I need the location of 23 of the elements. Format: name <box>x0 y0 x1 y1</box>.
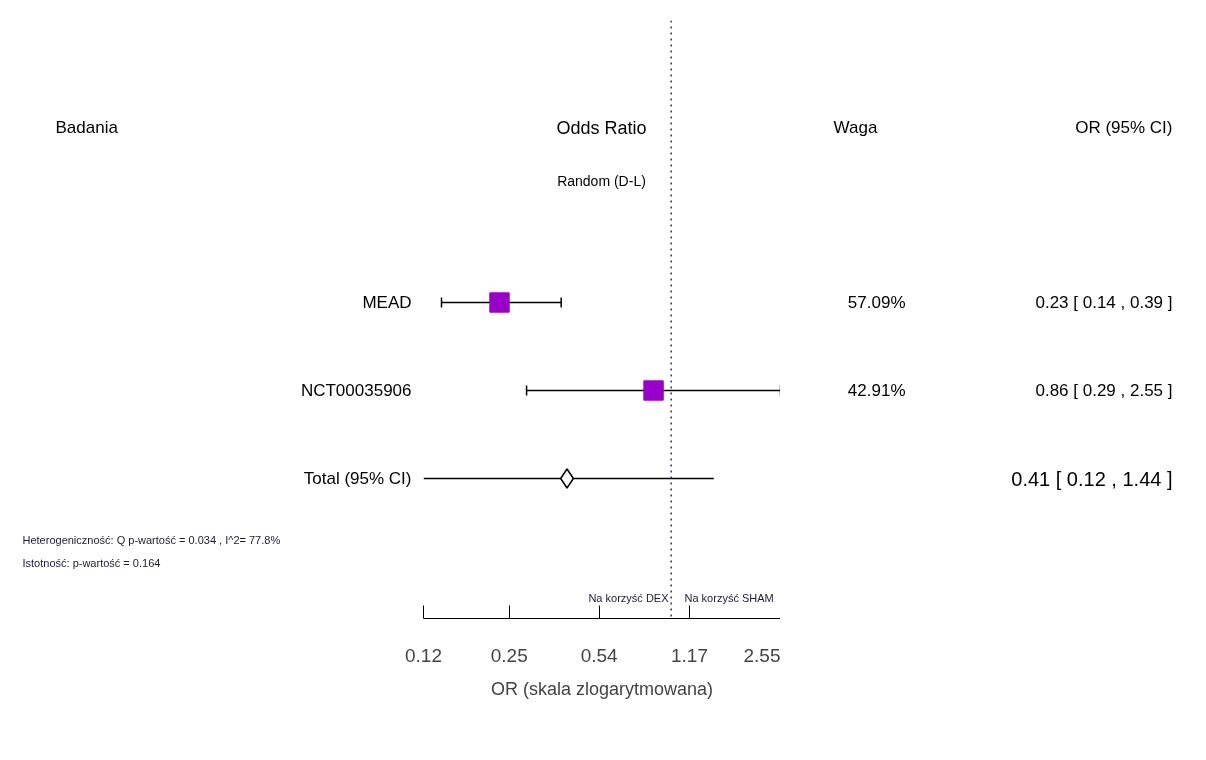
text: Istotność: p-wartość = 0.164 <box>22 556 161 569</box>
y-tick-label: MEAD <box>362 293 412 312</box>
text: Na korzyść SHAM <box>684 591 774 604</box>
text: Badania <box>55 118 119 137</box>
chart-subtitle: Random (D-L) <box>557 172 646 189</box>
x-tick-label: 0.12 <box>405 644 442 666</box>
text: 0.41 [ 0.12 , 1.44 ] <box>1011 467 1173 490</box>
text: 42.91% <box>847 381 906 400</box>
text: OR (95% CI) <box>1075 118 1173 137</box>
text: Na korzyść DEX <box>588 591 670 604</box>
text: Waga <box>833 118 878 137</box>
text: 0.86 [ 0.29 , 2.55 ] <box>1035 381 1173 400</box>
text: Heterogeniczność: Q p-wartość = 0.034 , I^2= 77.8% <box>22 533 281 546</box>
x-tick-label: 2.55 <box>743 644 781 666</box>
x-tick-label: 0.54 <box>580 644 619 666</box>
chart-title: Odds Ratio <box>556 117 647 138</box>
text: 57.09% <box>847 293 906 312</box>
y-tick-label: Total (95% CI) <box>303 469 412 488</box>
x-axis-title: OR (skala zlogarytmowana) <box>490 678 714 699</box>
text: 0.23 [ 0.14 , 0.39 ] <box>1035 293 1173 312</box>
y-tick-label: NCT00035906 <box>300 381 412 400</box>
x-tick-label: 0.25 <box>490 644 528 666</box>
x-tick-label: 1.17 <box>671 644 708 666</box>
